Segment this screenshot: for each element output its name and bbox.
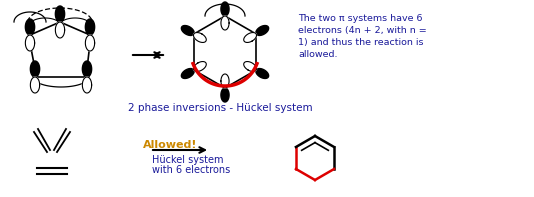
Polygon shape (85, 19, 95, 35)
Text: Hückel system: Hückel system (152, 155, 224, 165)
Polygon shape (193, 33, 206, 43)
Polygon shape (56, 22, 65, 38)
Polygon shape (244, 61, 256, 72)
Polygon shape (85, 35, 95, 51)
Polygon shape (82, 61, 92, 77)
Polygon shape (30, 61, 40, 77)
Polygon shape (221, 74, 229, 88)
Text: 2 phase inversions - Hückel system: 2 phase inversions - Hückel system (128, 103, 312, 113)
Text: with 6 electrons: with 6 electrons (152, 165, 230, 175)
Polygon shape (221, 2, 229, 16)
Polygon shape (182, 69, 194, 78)
Polygon shape (25, 19, 35, 35)
Text: The two π systems have 6: The two π systems have 6 (298, 14, 422, 23)
Text: allowed.: allowed. (298, 50, 337, 59)
Polygon shape (182, 26, 194, 35)
Polygon shape (30, 77, 40, 93)
Text: Allowed!: Allowed! (143, 140, 197, 150)
Polygon shape (256, 26, 269, 35)
Polygon shape (256, 69, 269, 78)
Polygon shape (221, 16, 229, 30)
Polygon shape (221, 88, 229, 102)
Polygon shape (193, 61, 206, 72)
Polygon shape (25, 35, 35, 51)
Polygon shape (56, 6, 65, 22)
Text: electrons (4n + 2, with n =: electrons (4n + 2, with n = (298, 26, 427, 35)
Text: 1) and thus the reaction is: 1) and thus the reaction is (298, 38, 423, 47)
Polygon shape (82, 77, 92, 93)
Polygon shape (244, 33, 256, 43)
